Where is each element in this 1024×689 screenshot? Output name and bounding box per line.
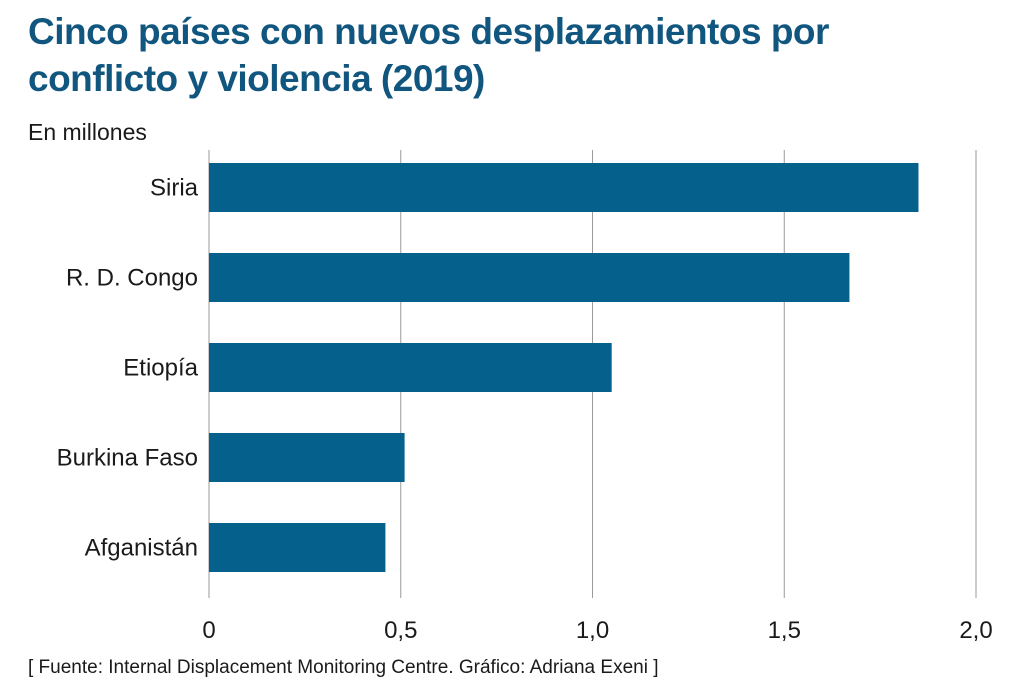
bar-1 [209, 253, 850, 302]
x-tick-label: 1,5 [768, 617, 801, 644]
unit-label: En millones [28, 119, 147, 145]
bars [209, 163, 919, 572]
source-note: [ Fuente: Internal Displacement Monitori… [28, 657, 659, 678]
category-label: Siria [150, 175, 199, 202]
category-label: Afganistán [85, 535, 198, 562]
x-tick-label: 0,5 [384, 617, 417, 644]
x-tick-label: 1,0 [576, 617, 609, 644]
category-label: R. D. Congo [66, 265, 198, 292]
x-tick-label: 0 [202, 617, 215, 644]
bar-2 [209, 343, 612, 392]
x-tick-labels: 0 0,5 1,0 1,5 2,0 [202, 617, 992, 644]
x-tick-label: 2,0 [959, 617, 992, 644]
bar-3 [209, 433, 405, 482]
category-label: Etiopía [123, 355, 198, 382]
category-labels: Siria R. D. Congo Etiopía Burkina Faso Afgan… [57, 175, 199, 562]
category-label: Burkina Faso [57, 445, 198, 472]
chart-title: Cinco países con nuevos desplazamientos … [28, 11, 829, 99]
bar-0 [209, 163, 919, 212]
bar-4 [209, 523, 386, 572]
